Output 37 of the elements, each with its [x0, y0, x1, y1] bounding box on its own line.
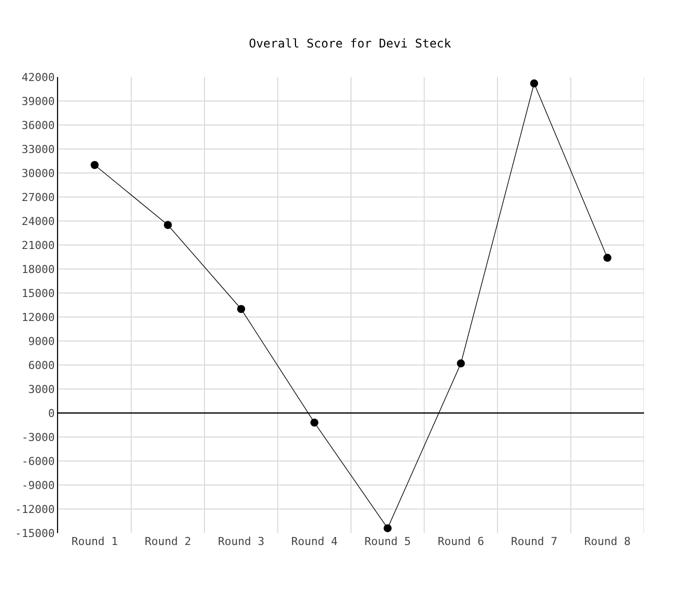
- y-tick-label: 30000: [22, 166, 55, 180]
- point: [90, 161, 99, 169]
- chart-title: Overall Score for Devi Steck: [248, 36, 452, 50]
- y-tick-label: -12000: [15, 502, 55, 516]
- y-tick-label: 6000: [28, 358, 55, 372]
- x-tick-label: Round 5: [364, 535, 411, 548]
- y-tick-label: 42000: [22, 70, 55, 84]
- x-tick-label: Round 2: [144, 535, 192, 548]
- y-tick-label: 33000: [22, 142, 55, 156]
- x-tick-label: Round 4: [291, 535, 338, 548]
- y-tick-label: 9000: [28, 334, 55, 348]
- point: [310, 418, 318, 427]
- point: [164, 221, 172, 229]
- y-tick-label: 39000: [22, 94, 55, 108]
- y-tick-label: -15000: [15, 526, 55, 540]
- x-tick-label: Round 3: [218, 535, 264, 548]
- x-tick-label: Round 6: [438, 535, 484, 548]
- y-tick-label: 12000: [22, 310, 55, 324]
- y-tick-label: 15000: [22, 286, 55, 300]
- y-tick-label: 27000: [22, 190, 55, 204]
- y-tick-label: 21000: [22, 238, 55, 252]
- point: [530, 79, 538, 88]
- y-tick-label: -9000: [22, 478, 55, 492]
- x-tick-label: Round 8: [584, 535, 631, 548]
- y-tick-label: 36000: [22, 118, 55, 132]
- y-tick-label: -3000: [22, 430, 55, 444]
- y-tick-label: 0: [48, 406, 55, 420]
- y-tick-label: 24000: [22, 214, 55, 228]
- y-tick-label: 3000: [28, 382, 55, 396]
- point: [384, 524, 392, 532]
- x-tick-label: Round 7: [510, 535, 558, 548]
- y-tick-label: 18000: [22, 262, 55, 276]
- point: [237, 305, 246, 313]
- y-tick-label: -6000: [22, 454, 55, 468]
- point: [456, 359, 465, 368]
- x-tick-label: Round 1: [71, 535, 118, 548]
- point: [603, 254, 612, 262]
